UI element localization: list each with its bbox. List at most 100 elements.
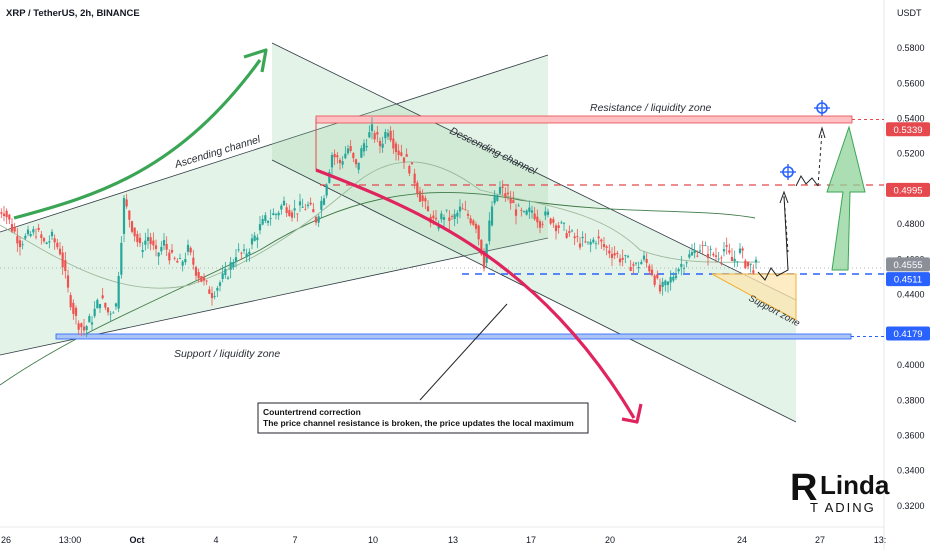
- candle-body: [536, 216, 539, 223]
- candlestick-series: [0, 117, 758, 338]
- candle-body: [482, 253, 486, 269]
- candle-body: [672, 276, 675, 281]
- candle-body: [610, 253, 614, 258]
- candle-body: [5, 210, 8, 218]
- candle-body: [40, 234, 43, 238]
- x-tick-label: 27: [815, 535, 825, 545]
- target-icon[interactable]: [780, 164, 796, 180]
- support-zone-triangle: [711, 273, 797, 321]
- candle-body: [600, 239, 603, 242]
- candle-body: [653, 275, 656, 285]
- candle-body: [354, 159, 358, 165]
- candle-body: [693, 249, 696, 254]
- target-icon[interactable]: [814, 100, 830, 116]
- candle-body: [725, 245, 728, 247]
- candle-body: [701, 245, 704, 246]
- y-tick-label: 0.4000: [897, 360, 925, 370]
- candle-body: [677, 269, 680, 272]
- candle-body: [338, 159, 342, 164]
- candle-body: [149, 237, 152, 245]
- candle-body: [280, 205, 283, 210]
- x-tick-label: 7: [292, 535, 297, 545]
- candle-body: [549, 218, 552, 224]
- price-label: 0.4179: [893, 329, 922, 340]
- candle-body: [346, 148, 350, 154]
- projection-path: [757, 195, 789, 281]
- candle-body: [616, 253, 619, 255]
- candle-body: [293, 208, 296, 211]
- candle-body: [626, 256, 630, 258]
- candle-body: [18, 240, 22, 248]
- moving-average-fast: [0, 161, 761, 289]
- candle-body: [442, 217, 446, 220]
- candle-body: [440, 213, 443, 220]
- bullish-target-arrow: [826, 125, 866, 271]
- candle-body: [650, 269, 654, 276]
- logo-subtitle: T ADING: [810, 500, 876, 515]
- logo-initial: R: [790, 467, 817, 509]
- candle-body: [573, 236, 576, 239]
- candle-body: [632, 264, 635, 266]
- candle-body: [133, 227, 136, 237]
- candle-body: [285, 207, 288, 214]
- x-tick-label: 4: [213, 535, 218, 545]
- candle-body: [584, 241, 587, 243]
- x-tick-label: 13:: [874, 535, 887, 545]
- candle-body: [720, 257, 723, 259]
- candle-body: [418, 191, 422, 202]
- candle-body: [405, 154, 408, 157]
- candle-body: [77, 323, 80, 330]
- candle-body: [456, 212, 459, 217]
- candle-body: [176, 260, 179, 263]
- candle-body: [621, 257, 624, 260]
- candle-body: [634, 262, 638, 264]
- candle-body: [205, 280, 208, 282]
- candle-body: [8, 214, 11, 220]
- y-tick-label: 0.3600: [897, 430, 925, 440]
- candle-body: [685, 262, 688, 264]
- candle-body: [722, 249, 726, 252]
- price-label: 0.4511: [894, 275, 922, 286]
- candle-body: [301, 206, 304, 208]
- candle-body: [85, 326, 88, 331]
- candle-body: [154, 245, 158, 249]
- price-label: 0.4995: [893, 185, 922, 196]
- y-tick-label: 0.5200: [897, 149, 925, 159]
- candle-body: [328, 172, 331, 183]
- candle-body: [341, 161, 344, 165]
- logo-name: Linda: [820, 470, 890, 500]
- candle-body: [80, 323, 83, 328]
- currency-label: USDT: [897, 8, 922, 18]
- candle-body: [96, 299, 99, 309]
- candle-body: [157, 252, 160, 257]
- candle-body: [738, 248, 742, 253]
- x-tick-label: 13:00: [59, 535, 82, 545]
- candle-body: [112, 312, 115, 314]
- candle-body: [90, 322, 94, 325]
- candle-body: [312, 209, 315, 213]
- y-tick-label: 0.5600: [897, 78, 925, 88]
- candle-body: [170, 249, 174, 253]
- candle-body: [597, 236, 600, 239]
- candle-body: [213, 295, 216, 297]
- price-label-bg: [886, 326, 930, 341]
- candle-body: [250, 238, 254, 245]
- candle-body: [109, 313, 112, 315]
- candle-body: [450, 216, 454, 217]
- linda-trading-logo: R Linda T ADING: [790, 467, 890, 515]
- candle-body: [181, 261, 184, 266]
- candle-body: [538, 221, 542, 228]
- candle-body: [357, 162, 360, 170]
- candle-body: [426, 206, 430, 212]
- callout-text: The price channel resistance is broken, …: [263, 418, 574, 428]
- candle-body: [509, 198, 512, 204]
- candle-body: [248, 251, 251, 255]
- callout-pointer: [419, 303, 508, 401]
- candle-body: [192, 257, 195, 265]
- candle-body: [74, 307, 78, 316]
- y-tick-label: 0.5800: [897, 43, 925, 53]
- price-label-bg: [886, 122, 930, 137]
- candle-body: [506, 192, 510, 195]
- projection-arrowhead-1: [779, 190, 789, 204]
